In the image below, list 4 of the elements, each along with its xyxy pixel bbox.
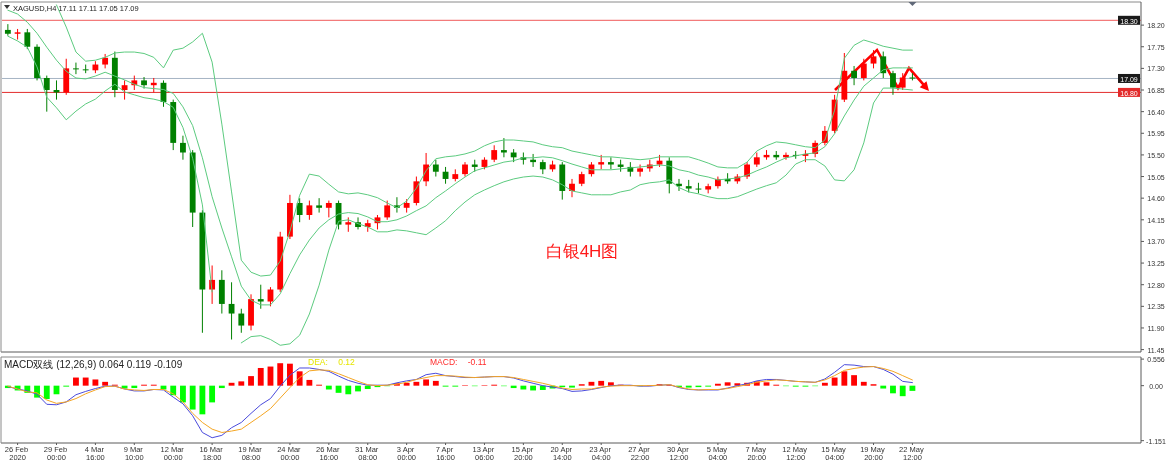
annotation: MACD: -0.11 xyxy=(430,356,487,367)
annotation: 白银4H图 xyxy=(545,241,619,261)
annotation: DEA: 0.12 xyxy=(308,356,356,367)
chart-title: MACD双线 (12,26,9) 0.064 0.119 -0.109 xyxy=(4,358,183,370)
